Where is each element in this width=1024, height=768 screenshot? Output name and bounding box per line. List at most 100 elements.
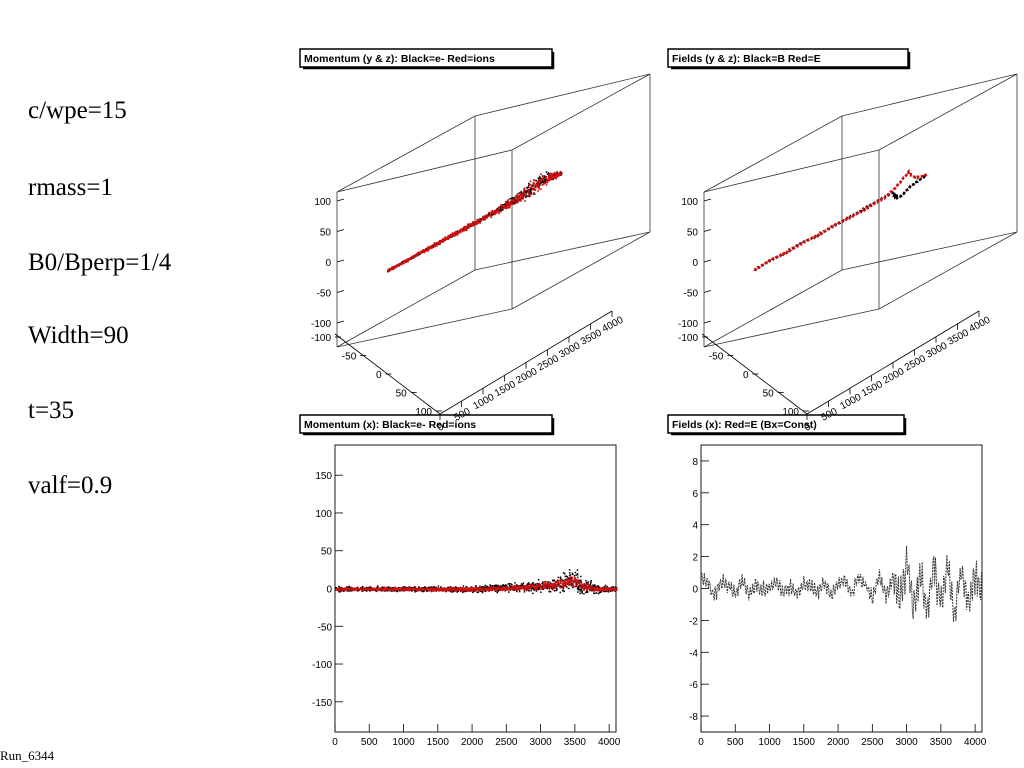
panel-title: Momentum (y & z): Black=e- Red=ions [304, 53, 495, 65]
data-point-ions [467, 225, 470, 228]
data-point-ions [520, 192, 523, 195]
data-point-e- [480, 218, 483, 220]
data-point-ions [547, 584, 549, 587]
data-point-ions [402, 260, 405, 262]
data-point-ions [482, 589, 485, 592]
data-point-ions [512, 198, 514, 200]
data-point-e- [614, 586, 617, 588]
data-point-ions [431, 588, 434, 591]
data-point-ions [438, 241, 440, 244]
data-point-e- [604, 590, 606, 593]
x-tick-label: 3000 [924, 340, 949, 360]
data-point-e- [555, 587, 558, 590]
data-point-ions [507, 587, 510, 590]
data-point-ions [510, 201, 513, 204]
data-point-e- [583, 585, 586, 587]
data-point-e- [396, 590, 398, 592]
data-point-ions [516, 587, 518, 589]
data-point-ions [373, 588, 376, 591]
data-point-e- [369, 586, 372, 588]
data-point-ions [352, 589, 355, 591]
data-point-ions [429, 247, 432, 250]
data-point-ions [575, 580, 577, 582]
data-point-ions [517, 586, 519, 589]
data-point-ions [422, 248, 425, 251]
data-point-e- [364, 587, 366, 590]
data-point-ions [590, 587, 592, 590]
data-point-ions [537, 585, 540, 588]
data-point-ions [555, 583, 557, 586]
data-point-e- [518, 195, 521, 198]
data-point-ions [474, 588, 476, 590]
data-point-e- [503, 203, 506, 206]
data-point-ions [501, 588, 504, 590]
data-point-ions [367, 587, 369, 589]
data-point-e- [560, 173, 563, 175]
data-point-e- [497, 588, 500, 591]
data-point-ions [489, 589, 491, 592]
data-point-ions [486, 215, 488, 218]
data-point-e- [587, 591, 589, 593]
data-point-ions [500, 587, 502, 589]
y-tick-label: 50 [321, 547, 333, 558]
data-point-ions [459, 228, 462, 231]
data-point-e- [557, 576, 560, 579]
data-point-ions [543, 584, 546, 586]
data-point-ions [398, 589, 401, 591]
data-point-e- [556, 171, 558, 173]
data-point-ions [365, 587, 367, 590]
data-point-e- [414, 586, 416, 588]
data-point-ions [387, 268, 390, 271]
data-point-e- [579, 581, 582, 583]
data-point-ions [461, 587, 464, 590]
data-point-ions [494, 211, 496, 214]
data-point-ions [472, 222, 475, 225]
data-point-ions [413, 254, 416, 257]
data-line-B [753, 174, 927, 272]
data-point-e- [509, 197, 512, 200]
x-tick-label: 0 [436, 421, 446, 434]
data-point-ions [479, 219, 481, 222]
data-point-ions [393, 266, 396, 269]
data-point-e- [568, 569, 571, 571]
data-point-ions [491, 212, 494, 215]
data-point-ions [433, 244, 436, 246]
data-point-e- [353, 587, 356, 589]
data-point-ions [561, 580, 563, 583]
data-point-ions [455, 230, 458, 233]
data-point-ions [538, 187, 540, 190]
data-point-ions [541, 587, 544, 590]
data-point-ions [512, 587, 515, 589]
data-point-ions [456, 233, 458, 235]
data-point-ions [435, 587, 437, 589]
data-point-ions [427, 588, 430, 591]
data-point-ions [510, 202, 513, 205]
data-point-ions [436, 242, 439, 245]
data-point-ions [522, 192, 524, 194]
data-point-e- [488, 213, 490, 215]
data-point-ions [500, 210, 502, 213]
data-point-ions [373, 587, 376, 590]
data-point-e- [462, 229, 465, 231]
data-point-ions [499, 589, 502, 592]
data-point-ions [421, 588, 423, 591]
data-point-ions [541, 179, 543, 182]
data-point-ions [419, 252, 422, 254]
data-point-ions [566, 586, 568, 589]
data-point-e- [593, 585, 596, 588]
data-point-ions [483, 217, 486, 220]
data-point-ions [575, 581, 578, 583]
data-point-ions [452, 233, 455, 236]
data-point-ions [480, 589, 483, 592]
data-point-ions [531, 188, 534, 190]
x-tick-label: 1500 [427, 737, 450, 748]
data-point-ions [523, 590, 526, 592]
data-point-e- [569, 573, 572, 576]
data-point-e- [577, 586, 579, 589]
data-point-e- [572, 573, 574, 576]
data-point-ions [536, 185, 539, 188]
data-point-ions [572, 583, 574, 586]
data-point-ions [448, 235, 451, 237]
data-point-ions [463, 589, 466, 592]
